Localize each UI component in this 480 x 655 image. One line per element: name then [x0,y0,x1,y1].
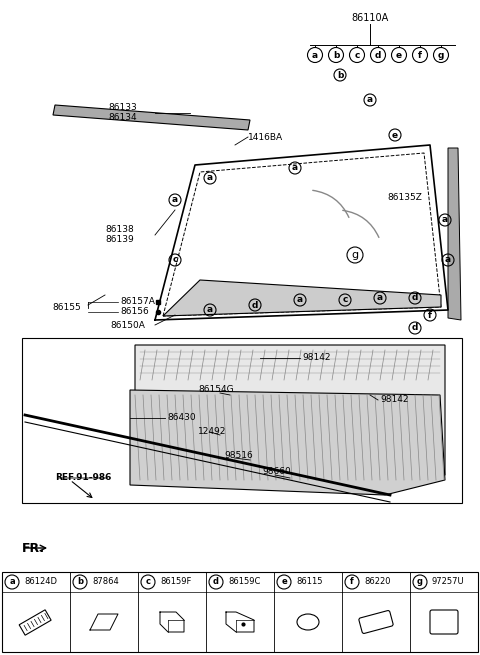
Circle shape [364,389,372,397]
Circle shape [377,352,383,358]
Text: 98142: 98142 [380,396,408,405]
Text: 86139: 86139 [105,236,134,244]
Circle shape [224,424,236,436]
Text: a: a [445,255,451,265]
Text: 86110A: 86110A [351,13,389,23]
Text: d: d [252,301,258,310]
Text: f: f [428,310,432,320]
Text: g: g [438,50,444,60]
Text: a: a [207,174,213,183]
Text: a: a [292,164,298,172]
Text: 86115: 86115 [296,578,323,586]
Text: d: d [412,324,418,333]
Text: a: a [297,295,303,305]
Text: FR.: FR. [22,542,45,555]
Text: a: a [9,578,15,586]
Text: e: e [281,578,287,586]
Circle shape [254,354,262,362]
Text: d: d [213,578,219,586]
Polygon shape [163,280,441,316]
Text: 98660: 98660 [262,468,291,476]
Text: 86159F: 86159F [160,578,192,586]
Circle shape [257,352,263,358]
Circle shape [305,439,315,449]
Text: e: e [396,50,402,60]
Text: 86133: 86133 [108,103,137,113]
Text: g: g [417,578,423,586]
Text: 86154G: 86154G [198,386,234,394]
Text: 86135Z: 86135Z [387,193,422,202]
Text: 86155: 86155 [52,303,81,312]
Text: b: b [77,578,83,586]
Text: a: a [442,215,448,225]
Text: 86159C: 86159C [228,578,260,586]
Polygon shape [53,105,250,130]
Polygon shape [135,345,445,490]
Text: 86138: 86138 [105,225,134,234]
Text: a: a [377,293,383,303]
Circle shape [270,432,280,442]
Text: e: e [392,130,398,140]
Text: f: f [418,50,422,60]
Polygon shape [448,148,461,320]
Text: a: a [312,50,318,60]
Text: 1416BA: 1416BA [248,132,283,141]
Text: 86220: 86220 [364,578,391,586]
Text: 86430: 86430 [167,413,196,422]
Text: 12492: 12492 [198,428,227,436]
Text: a: a [367,96,373,105]
Text: c: c [145,578,151,586]
Text: REF.91-986: REF.91-986 [55,472,111,481]
Text: 86157A: 86157A [120,297,155,307]
Text: b: b [333,50,339,60]
Text: 87864: 87864 [92,578,119,586]
Text: 98516: 98516 [224,451,253,460]
Text: c: c [172,255,178,265]
Text: 98142: 98142 [302,354,331,362]
Text: 86156: 86156 [120,307,149,316]
Circle shape [257,362,263,368]
Text: a: a [172,195,178,204]
Text: a: a [207,305,213,314]
Text: c: c [342,295,348,305]
Text: d: d [412,293,418,303]
Text: 97257U: 97257U [432,578,465,586]
Polygon shape [130,390,445,495]
Text: 86134: 86134 [108,113,137,122]
Text: 86150A: 86150A [110,320,145,329]
Circle shape [377,362,383,368]
Text: b: b [337,71,343,79]
Text: g: g [351,250,359,260]
Text: d: d [375,50,381,60]
Text: c: c [354,50,360,60]
Text: 86124D: 86124D [24,578,57,586]
Text: f: f [350,578,354,586]
